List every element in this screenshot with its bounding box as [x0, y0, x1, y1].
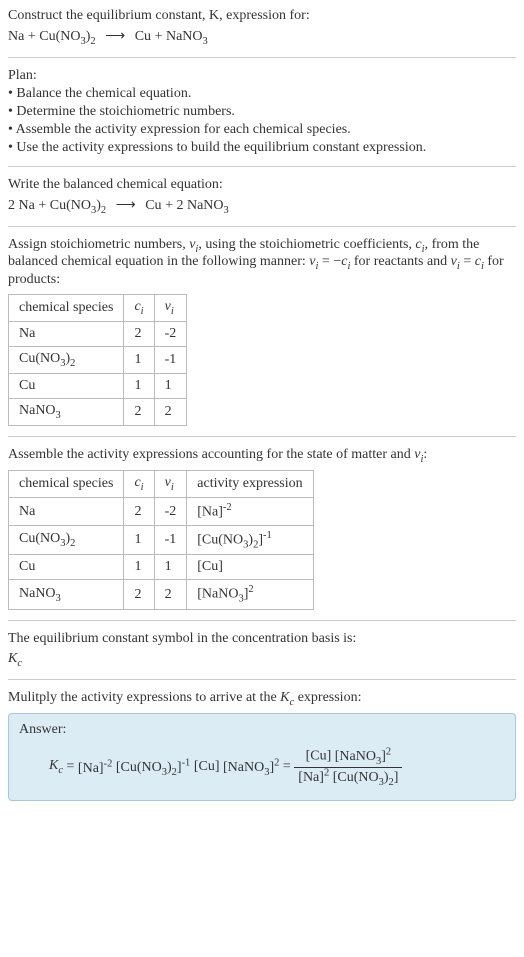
- cell-species: Cu(NO3)2: [9, 346, 124, 373]
- plan-bullet-2: • Determine the stoichiometric numbers.: [8, 104, 516, 120]
- plan-title: Plan:: [8, 68, 516, 84]
- balanced-label: Write the balanced chemical equation:: [8, 177, 516, 193]
- table-row: Na 2 -2 [Na]-2: [9, 498, 314, 526]
- answer-box: Answer: Kc = [Na]-2 [Cu(NO3)2]-1 [Cu] [N…: [8, 713, 516, 801]
- final-equation: Kc = [Na]-2 [Cu(NO3)2]-1 [Cu] [NaNO3]2 =…: [19, 746, 505, 788]
- kc-label: The equilibrium constant symbol in the c…: [8, 631, 516, 647]
- cell-activity: [Na]-2: [187, 498, 313, 526]
- table-row: Cu 1 1 [Cu]: [9, 555, 314, 580]
- table-row: NaNO3 2 2 [NaNO3]2: [9, 580, 314, 609]
- divider: [8, 436, 516, 437]
- arrow-icon: ⟶: [99, 29, 131, 44]
- stoich-table: chemical species ci νi Na 2 -2 Cu(NO3)2 …: [8, 294, 187, 425]
- divider: [8, 57, 516, 58]
- eq-plus-2: +: [151, 29, 166, 44]
- table-row: chemical species ci νi activity expressi…: [9, 471, 314, 498]
- cell-species: Cu: [9, 373, 124, 398]
- eq2-cuno32: Cu(NO3)2: [50, 198, 106, 213]
- table-row: Cu(NO3)2 1 -1 [Cu(NO3)2]-1: [9, 525, 314, 554]
- cell-v: 1: [154, 373, 187, 398]
- kc-symbol: Kc: [8, 651, 516, 669]
- cell-species: Na: [9, 321, 124, 346]
- col-ci: ci: [124, 295, 154, 322]
- col-activity: activity expression: [187, 471, 313, 498]
- eq2-2na: 2 Na: [8, 198, 35, 213]
- activity-label: Assemble the activity expressions accoun…: [8, 447, 516, 465]
- col-ci: ci: [124, 471, 154, 498]
- divider: [8, 166, 516, 167]
- plan-bullet-4: • Use the activity expressions to build …: [8, 140, 516, 156]
- eq-cuno32: Cu(NO3)2: [39, 29, 95, 44]
- stoich-paragraph: Assign stoichiometric numbers, νi, using…: [8, 237, 516, 289]
- table-row: Cu 1 1: [9, 373, 187, 398]
- eq-nano3: NaNO3: [166, 29, 208, 44]
- cell-activity: [Cu]: [187, 555, 313, 580]
- divider: [8, 679, 516, 680]
- col-species: chemical species: [9, 471, 124, 498]
- fraction-numerator: [Cu] [NaNO3]2: [294, 746, 402, 766]
- eq2-2nano3: 2 NaNO3: [176, 198, 228, 213]
- eq-plus-1: +: [24, 29, 39, 44]
- fraction: [Cu] [NaNO3]2 [Na]2 [Cu(NO3)2]: [294, 746, 402, 788]
- cell-activity: [NaNO3]2: [187, 580, 313, 609]
- answer-label: Answer:: [19, 722, 505, 738]
- table-row: chemical species ci νi: [9, 295, 187, 322]
- cell-c: 1: [124, 346, 154, 373]
- eq-cu: Cu: [135, 29, 151, 44]
- table-row: Na 2 -2: [9, 321, 187, 346]
- intro-text: Construct the equilibrium constant, K, e…: [8, 8, 310, 23]
- cell-activity: [Cu(NO3)2]-1: [187, 525, 313, 554]
- plan-bullet-1: • Balance the chemical equation.: [8, 86, 516, 102]
- cell-c: 2: [124, 398, 154, 425]
- intro-equation: Na + Cu(NO3)2 ⟶ Cu + NaNO3: [8, 28, 516, 47]
- cell-v: 2: [154, 398, 187, 425]
- table-row: NaNO3 2 2: [9, 398, 187, 425]
- activity-table: chemical species ci νi activity expressi…: [8, 470, 314, 609]
- col-vi: νi: [154, 295, 187, 322]
- cell-c: 2: [124, 321, 154, 346]
- intro-line-1: Construct the equilibrium constant, K, e…: [8, 8, 516, 24]
- arrow-icon: ⟶: [110, 198, 142, 213]
- fraction-denominator: [Na]2 [Cu(NO3)2]: [294, 767, 402, 788]
- col-vi: νi: [154, 471, 187, 498]
- c-i: ci: [415, 237, 424, 252]
- multiply-label: Mulitply the activity expressions to arr…: [8, 690, 516, 708]
- divider: [8, 226, 516, 227]
- plan-bullet-3: • Assemble the activity expression for e…: [8, 122, 516, 138]
- cell-species: NaNO3: [9, 398, 124, 425]
- eq-na: Na: [8, 29, 24, 44]
- cell-v: -2: [154, 321, 187, 346]
- col-species: chemical species: [9, 295, 124, 322]
- nu-i: νi: [189, 237, 198, 252]
- divider: [8, 620, 516, 621]
- eq2-cu: Cu: [145, 198, 161, 213]
- balanced-equation: 2 Na + Cu(NO3)2 ⟶ Cu + 2 NaNO3: [8, 197, 516, 216]
- cell-v: -1: [154, 346, 187, 373]
- cell-c: 1: [124, 373, 154, 398]
- table-row: Cu(NO3)2 1 -1: [9, 346, 187, 373]
